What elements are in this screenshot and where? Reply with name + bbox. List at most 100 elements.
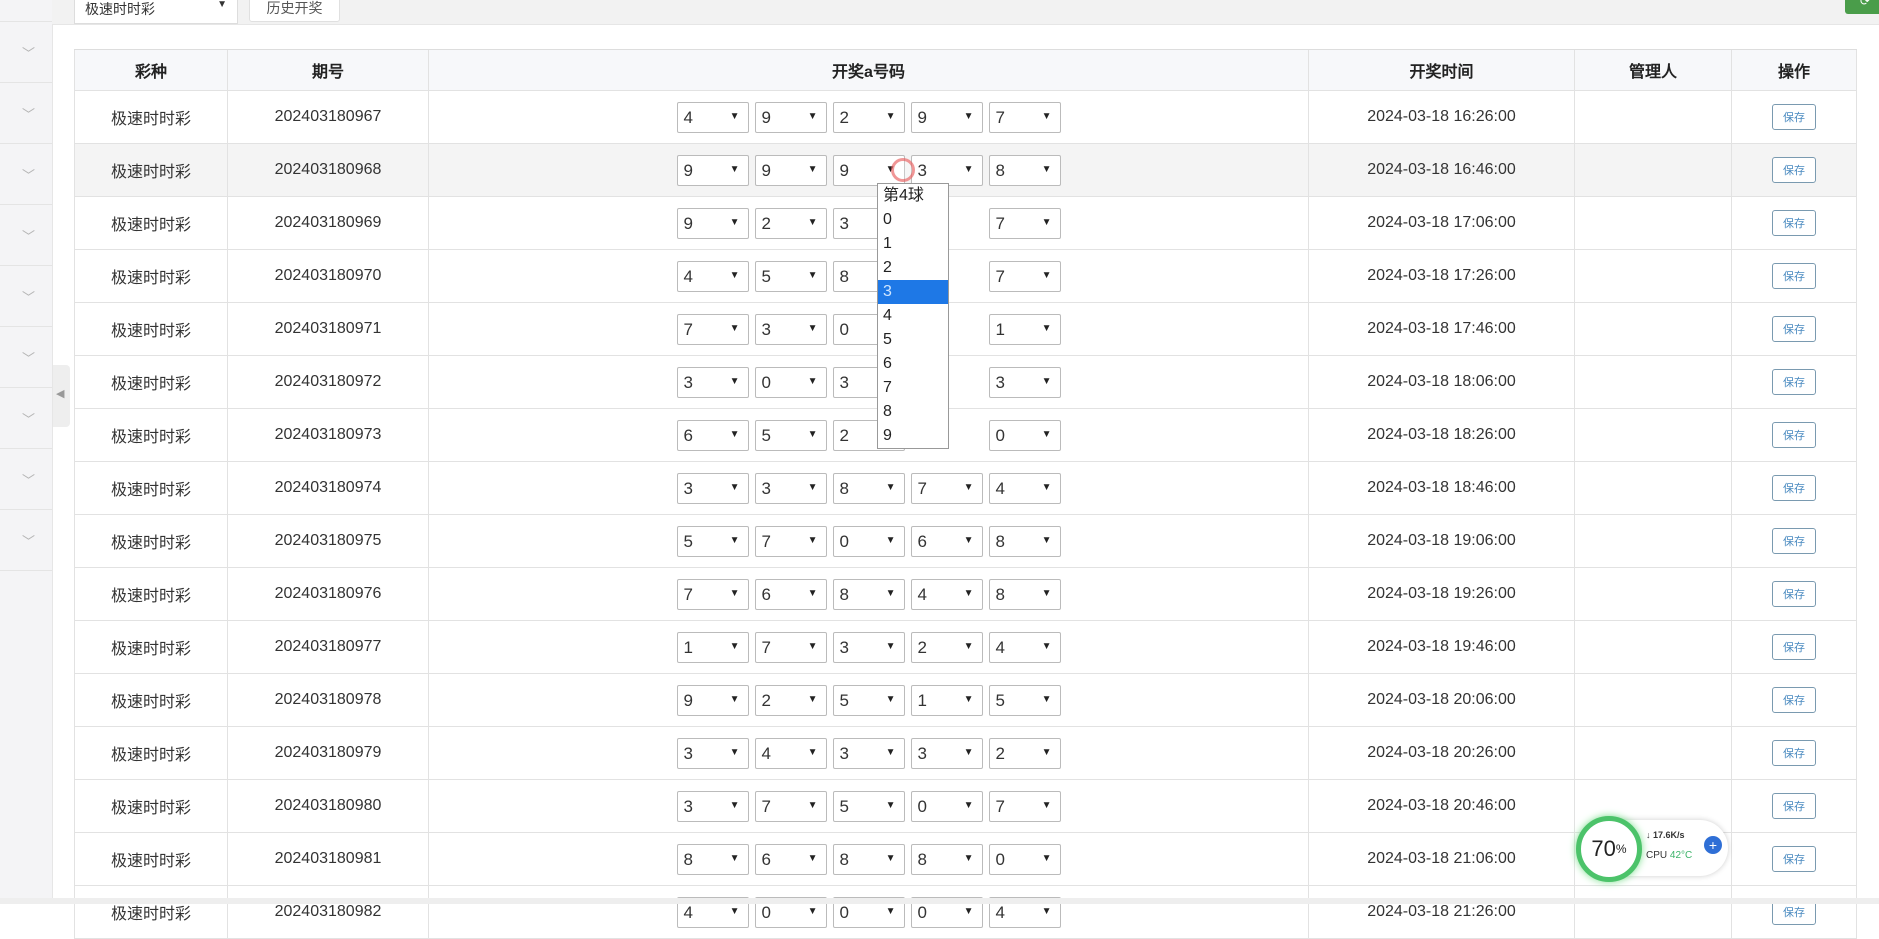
sidebar-menu-item[interactable]: ﹀ xyxy=(0,265,52,327)
number-select-3[interactable]: 0▼ xyxy=(832,525,905,557)
number-select-5[interactable]: 7 ▼ xyxy=(988,790,1061,822)
number-select-1[interactable]: 5 ▼ xyxy=(676,525,749,557)
save-button[interactable]: 保存 xyxy=(1772,740,1816,766)
save-button[interactable]: 保存 xyxy=(1772,634,1816,660)
number-select-2[interactable]: 7 ▼ xyxy=(754,790,827,822)
number-select-2[interactable]: 9 ▼ xyxy=(754,154,827,186)
number-select-1[interactable]: 9 ▼ xyxy=(676,207,749,239)
number-select-1[interactable]: 3 ▼ xyxy=(676,366,749,398)
save-button[interactable]: 保存 xyxy=(1772,104,1816,130)
number-select-3[interactable]: 3▼ xyxy=(832,631,905,663)
dropdown-option[interactable]: 3 xyxy=(878,280,948,304)
number-select-5[interactable]: 0 ▼ xyxy=(988,843,1061,875)
number-select-3[interactable]: 8▼ xyxy=(832,578,905,610)
dropdown-option[interactable]: 1 xyxy=(883,235,892,252)
number-select-2[interactable]: 3 ▼ xyxy=(754,313,827,345)
number-select-4[interactable]: 0 ▼ xyxy=(910,790,983,822)
number-select-1[interactable]: 9 ▼ xyxy=(676,684,749,716)
number-select-2[interactable]: 5 ▼ xyxy=(754,419,827,451)
number-select-1[interactable]: 3 ▼ xyxy=(676,790,749,822)
number-select-3[interactable]: 5 ▼ xyxy=(832,790,905,822)
number-select-1[interactable]: 8 ▼ xyxy=(676,843,749,875)
history-draw-button[interactable]: 历史开奖 xyxy=(249,0,340,22)
number-select-2[interactable]: 2 ▼ xyxy=(754,684,827,716)
cpu-monitor-widget[interactable]: 70% ↓ 17.6K/s CPU 42°C + xyxy=(1576,816,1728,882)
number-select-4[interactable]: 3 ▼ xyxy=(910,737,983,769)
number-dropdown-list[interactable]: 第4球 0 1 2 3 4 5 6 7 8 9 xyxy=(877,183,949,449)
refresh-button[interactable]: ⟳ xyxy=(1845,0,1879,14)
sidebar-collapse-button[interactable]: ◀ xyxy=(53,365,70,427)
save-button[interactable]: 保存 xyxy=(1772,210,1816,236)
number-select-5[interactable]: 5 ▼ xyxy=(988,684,1061,716)
dropdown-option[interactable]: 8 xyxy=(883,403,892,420)
dropdown-option[interactable]: 5 xyxy=(883,331,892,348)
sidebar-menu-item[interactable]: ﹀ xyxy=(0,326,52,388)
number-select-4[interactable]: 9 ▼ xyxy=(910,101,983,133)
number-select-5[interactable]: 3 ▼ xyxy=(988,366,1061,398)
number-select-2[interactable]: 7 ▼ xyxy=(754,525,827,557)
number-select-4[interactable]: 3 ▼ xyxy=(910,154,983,186)
number-select-5[interactable]: 2 ▼ xyxy=(988,737,1061,769)
number-select-1[interactable]: 4 ▼ xyxy=(676,101,749,133)
sidebar-menu-item[interactable]: ﹀ xyxy=(0,82,52,144)
number-select-5[interactable]: 7 ▼ xyxy=(988,207,1061,239)
number-select-2[interactable]: 6 ▼ xyxy=(754,843,827,875)
dropdown-option[interactable]: 6 xyxy=(883,355,892,372)
save-button[interactable]: 保存 xyxy=(1772,581,1816,607)
number-select-2[interactable]: 0 ▼ xyxy=(754,366,827,398)
number-select-2[interactable]: 2 ▼ xyxy=(754,207,827,239)
number-select-5[interactable]: 1 ▼ xyxy=(988,313,1061,345)
number-select-4[interactable]: 8 ▼ xyxy=(910,843,983,875)
bottom-scrollbar[interactable] xyxy=(0,898,1879,904)
dropdown-option[interactable]: 9 xyxy=(883,427,892,444)
number-select-2[interactable]: 3 ▼ xyxy=(754,472,827,504)
dropdown-option[interactable]: 2 xyxy=(883,259,892,276)
save-button[interactable]: 保存 xyxy=(1772,369,1816,395)
number-select-3[interactable]: 5 ▼ xyxy=(832,684,905,716)
number-select-5[interactable]: 7 ▼ xyxy=(988,101,1061,133)
save-button[interactable]: 保存 xyxy=(1772,793,1816,819)
sidebar-menu-item[interactable]: ﹀ xyxy=(0,387,52,449)
number-select-2[interactable]: 9 ▼ xyxy=(754,101,827,133)
dropdown-option[interactable]: 7 xyxy=(883,379,892,396)
number-select-5[interactable]: 8 ▼ xyxy=(988,578,1061,610)
number-select-1[interactable]: 7 ▼ xyxy=(676,578,749,610)
number-select-2[interactable]: 5 ▼ xyxy=(754,260,827,292)
sidebar-menu-item[interactable]: ﹀ xyxy=(0,509,52,571)
number-select-3[interactable]: 2▼ xyxy=(832,101,905,133)
number-select-3[interactable]: 3▼ xyxy=(832,737,905,769)
dropdown-option[interactable]: 4 xyxy=(883,307,892,324)
number-select-1[interactable]: 3 ▼ xyxy=(676,737,749,769)
number-select-3[interactable]: 8▼ xyxy=(832,472,905,504)
sidebar-menu-item[interactable]: ﹀ xyxy=(0,204,52,266)
number-select-4[interactable]: 1 ▼ xyxy=(910,684,983,716)
dropdown-option[interactable]: 0 xyxy=(883,211,892,228)
number-select-5[interactable]: 4 ▼ xyxy=(988,631,1061,663)
number-select-2[interactable]: 7 ▼ xyxy=(754,631,827,663)
sidebar-menu-item[interactable]: ﹀ xyxy=(0,448,52,510)
number-select-5[interactable]: 8 ▼ xyxy=(988,154,1061,186)
number-select-4[interactable]: 7 ▼ xyxy=(910,472,983,504)
number-select-5[interactable]: 7 ▼ xyxy=(988,260,1061,292)
dropdown-option[interactable]: 第4球 xyxy=(883,187,924,204)
save-button[interactable]: 保存 xyxy=(1772,422,1816,448)
number-select-1[interactable]: 6 ▼ xyxy=(676,419,749,451)
save-button[interactable]: 保存 xyxy=(1772,846,1816,872)
number-select-4[interactable]: 2 ▼ xyxy=(910,631,983,663)
number-select-5[interactable]: 4 ▼ xyxy=(988,472,1061,504)
save-button[interactable]: 保存 xyxy=(1772,263,1816,289)
number-select-3[interactable]: 8▼ xyxy=(832,843,905,875)
number-select-1[interactable]: 7 ▼ xyxy=(676,313,749,345)
number-select-1[interactable]: 9 ▼ xyxy=(676,154,749,186)
number-select-2[interactable]: 4 ▼ xyxy=(754,737,827,769)
save-button[interactable]: 保存 xyxy=(1772,157,1816,183)
sidebar-menu-item[interactable]: ﹀ xyxy=(0,21,52,83)
sidebar-menu-item[interactable]: ︿ xyxy=(0,0,52,22)
number-select-5[interactable]: 0 ▼ xyxy=(988,419,1061,451)
number-select-5[interactable]: 8 ▼ xyxy=(988,525,1061,557)
number-select-1[interactable]: 4 ▼ xyxy=(676,260,749,292)
save-button[interactable]: 保存 xyxy=(1772,687,1816,713)
save-button[interactable]: 保存 xyxy=(1772,316,1816,342)
lottery-type-select[interactable]: 极速时时彩 ▼ xyxy=(74,0,238,24)
save-button[interactable]: 保存 xyxy=(1772,528,1816,554)
